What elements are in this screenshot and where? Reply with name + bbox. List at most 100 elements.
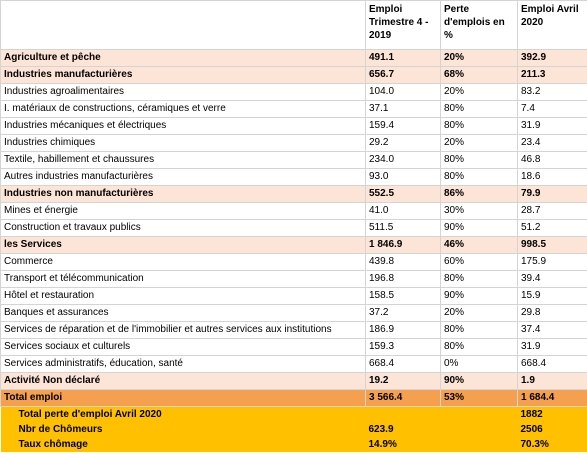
value-cell: 158.5: [365, 287, 441, 305]
value-cell: 80%: [440, 338, 518, 356]
value-cell: 511.5: [365, 219, 441, 237]
value-cell: 29.8: [517, 304, 587, 322]
value-cell: 1.9: [517, 372, 587, 390]
value-cell: 211.3: [517, 66, 587, 84]
value-cell: 80%: [440, 151, 518, 169]
row-label: Mines et énergie: [0, 202, 366, 220]
value-cell: 1882: [520, 409, 543, 420]
value-cell: 668.4: [365, 355, 441, 373]
row-label: Services administratifs, éducation, sant…: [0, 355, 366, 373]
row-label: Nbr de Chômeurs: [18, 424, 103, 435]
value-cell: 18.6: [517, 168, 587, 186]
value-cell: 80%: [440, 168, 518, 186]
header-row: Emploi Trimestre 4 - 2019 Perte d'emploi…: [0, 0, 587, 50]
value-cell: 80%: [440, 100, 518, 118]
value-cell: 2506: [520, 424, 543, 435]
value-cell: [441, 437, 518, 452]
row-label: Industries manufacturières: [0, 66, 366, 84]
row-label: Commerce: [0, 253, 366, 271]
value-cell: 41.0: [365, 202, 441, 220]
table-row: les Services 1 846.9 46% 998.5: [0, 236, 587, 254]
value-cell: 83.2: [517, 83, 587, 101]
value-cell: 14.9%: [368, 439, 397, 450]
value-cell: 439.8: [365, 253, 441, 271]
value-cell: 80%: [440, 321, 518, 339]
table-row: Activité Non déclaré 19.2 90% 1.9: [0, 372, 587, 390]
value-cell: [441, 422, 518, 437]
value-cell: 1 846.9: [365, 236, 441, 254]
row-label: les Services: [0, 236, 366, 254]
value-cell: 1 684.4: [517, 389, 587, 407]
value-cell: 37.4: [517, 321, 587, 339]
value-cell: 90%: [440, 287, 518, 305]
value-cell: 392.9: [517, 49, 587, 67]
value-cell: 668.4: [517, 355, 587, 373]
value-cell: 68%: [440, 66, 518, 84]
value-cell: 998.5: [517, 236, 587, 254]
row-label: Total emploi: [0, 389, 366, 407]
value-cell: [366, 407, 441, 423]
table-row: Construction et travaux publics 511.5 90% 5…: [0, 219, 587, 237]
summary-row: Taux chômage 14.9% 70.3%: [0, 437, 587, 452]
table-row: Agriculture et pêche 491.1 20% 392.9: [0, 49, 587, 67]
value-cell: 80%: [440, 117, 518, 135]
value-cell: 20%: [440, 134, 518, 152]
header-cell: Emploi Avril 2020: [517, 0, 587, 50]
table-header: Emploi Trimestre 4 - 2019 Perte d'emploi…: [0, 0, 587, 50]
value-cell: 90%: [440, 219, 518, 237]
value-cell: 19.2: [365, 372, 441, 390]
value-cell: 51.2: [517, 219, 587, 237]
value-cell: 159.4: [365, 117, 441, 135]
value-cell: 656.7: [365, 66, 441, 84]
table-row: Industries non manufacturières 552.5 86% 79…: [0, 185, 587, 203]
row-label: I. matériaux de constructions, céramique…: [0, 100, 366, 118]
row-label: Hôtel et restauration: [0, 287, 366, 305]
row-label: Taux chômage: [18, 439, 88, 450]
value-cell: 20%: [440, 304, 518, 322]
value-cell: 159.3: [365, 338, 441, 356]
row-label: Textile, habillement et chaussures: [0, 151, 366, 169]
value-cell: 39.4: [517, 270, 587, 288]
header-cell: Emploi Trimestre 4 - 2019: [365, 0, 441, 50]
table-row: Textile, habillement et chaussures 234.0 8…: [0, 151, 587, 169]
table-row: Industries chimiques 29.2 20% 23.4: [0, 134, 587, 152]
table-row: Mines et énergie 41.0 30% 28.7: [0, 202, 587, 220]
value-cell: 3 566.4: [365, 389, 441, 407]
value-cell: 29.2: [365, 134, 441, 152]
row-label: Industries agroalimentaires: [0, 83, 366, 101]
value-cell: 79.9: [517, 185, 587, 203]
value-cell: 46%: [440, 236, 518, 254]
value-cell: 80%: [440, 270, 518, 288]
table-row: Industries manufacturières 656.7 68% 211.3: [0, 66, 587, 84]
value-cell: 20%: [440, 83, 518, 101]
value-cell: 104.0: [365, 83, 441, 101]
value-cell: 30%: [440, 202, 518, 220]
summary-row: Total perte d'emploi Avril 2020 1882: [0, 406, 587, 423]
value-cell: 15.9: [517, 287, 587, 305]
value-cell: 53%: [440, 389, 518, 407]
value-cell: 7.4: [517, 100, 587, 118]
value-cell: 23.4: [517, 134, 587, 152]
value-cell: 60%: [440, 253, 518, 271]
value-cell: 623.9: [368, 424, 394, 435]
value-cell: 20%: [440, 49, 518, 67]
row-label: Industries mécaniques et électriques: [0, 117, 366, 135]
value-cell: 0%: [440, 355, 518, 373]
row-label: Transport et télécommunication: [0, 270, 366, 288]
value-cell: 552.5: [365, 185, 441, 203]
table-body: Agriculture et pêche 491.1 20% 392.9 Industr…: [0, 49, 587, 452]
table-row: I. matériaux de constructions, céramique…: [0, 100, 587, 118]
value-cell: 196.8: [365, 270, 441, 288]
header-cell: [0, 0, 366, 50]
value-cell: 86%: [440, 185, 518, 203]
value-cell: 234.0: [365, 151, 441, 169]
row-label: Construction et travaux publics: [0, 219, 366, 237]
row-label: Activité Non déclaré: [0, 372, 366, 390]
value-cell: 70.3%: [520, 439, 549, 450]
header-cell: Perte d'emplois en %: [440, 0, 518, 50]
value-cell: 93.0: [365, 168, 441, 186]
row-label: Services de réparation et de l'immobilie…: [0, 321, 366, 339]
row-label: Industries non manufacturières: [0, 185, 366, 203]
row-label: Banques et assurances: [0, 304, 366, 322]
